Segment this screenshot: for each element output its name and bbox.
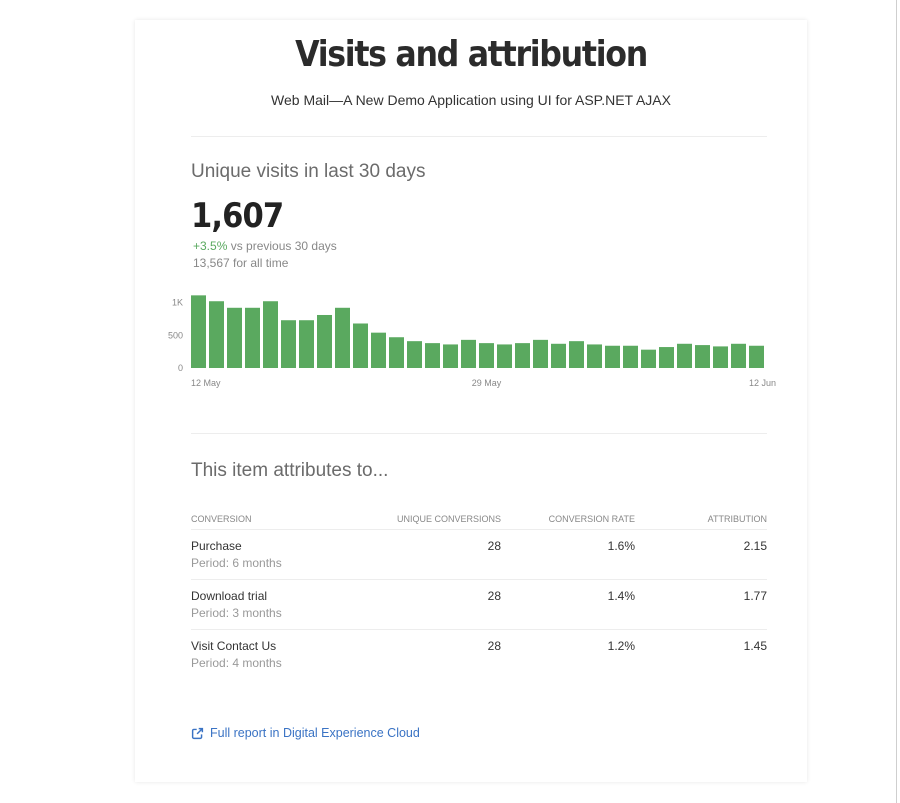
col-conversion-rate: Conversion rate <box>501 514 635 530</box>
chart-bar <box>479 343 494 368</box>
divider <box>191 136 767 137</box>
divider <box>191 433 767 434</box>
x-tick-label: 12 Jun <box>749 378 776 388</box>
chart-bar <box>191 295 206 368</box>
col-unique-conversions: Unique conversions <box>381 514 501 530</box>
y-tick-label: 500 <box>168 330 183 340</box>
y-tick-label: 0 <box>178 363 183 373</box>
full-report-link[interactable]: Full report in Digital Experience Cloud <box>191 726 420 740</box>
chart-bar <box>353 323 368 368</box>
table-row: Purchase Period: 6 months 28 1.6% 2.15 <box>191 529 767 580</box>
chart-bar <box>281 320 296 368</box>
chart-bar <box>317 314 332 368</box>
delta-value: +3.5% <box>193 239 228 253</box>
chart-bar <box>731 343 746 368</box>
conversion-cell: Purchase Period: 6 months <box>191 529 381 580</box>
x-tick-label: 12 May <box>191 378 221 388</box>
chart-bar <box>461 339 476 368</box>
visits-attribution-card: Visits and attribution Web Mail—A New De… <box>135 20 807 782</box>
chart-bar <box>227 307 242 368</box>
attribution-cell: 2.15 <box>635 529 767 580</box>
chart-bar <box>371 332 386 368</box>
chart-bar <box>587 344 602 368</box>
chart-bar <box>299 320 314 368</box>
unique-conversions-cell: 28 <box>381 529 501 580</box>
table-row: Visit Contact Us Period: 4 months 28 1.2… <box>191 630 767 680</box>
chart-bar <box>713 346 728 368</box>
window-edge <box>896 0 897 803</box>
external-link-icon <box>191 727 204 739</box>
unique-conversions-cell: 28 <box>381 579 501 630</box>
y-tick-label: 1K <box>172 298 183 308</box>
conversion-name: Purchase <box>191 539 242 553</box>
table-row: Download trial Period: 3 months 28 1.4% … <box>191 579 767 630</box>
delta-text: vs previous 30 days <box>227 239 337 253</box>
chart-bar <box>209 301 224 368</box>
visits-all-time: 13,567 for all time <box>193 256 289 270</box>
chart-bar <box>677 343 692 368</box>
visits-heading: Unique visits in last 30 days <box>191 161 426 182</box>
chart-bar <box>245 307 260 368</box>
conversion-rate-cell: 1.4% <box>501 579 635 630</box>
chart-bar <box>263 301 278 368</box>
page-subtitle: Web Mail—A New Demo Application using UI… <box>271 92 671 108</box>
attribution-cell: 1.77 <box>635 579 767 630</box>
conversion-period: Period: 3 months <box>191 606 282 620</box>
conversion-period: Period: 6 months <box>191 556 282 570</box>
conversion-name: Download trial <box>191 589 268 603</box>
conversion-rate-cell: 1.6% <box>501 529 635 580</box>
visits-bar-chart: 1K 500 0 12 May 29 May 12 Jun <box>168 295 776 388</box>
chart-bar <box>641 349 656 368</box>
chart-bar <box>569 341 584 368</box>
conversion-cell: Visit Contact Us Period: 4 months <box>191 630 381 680</box>
chart-bar <box>443 344 458 368</box>
chart-bar <box>497 344 512 368</box>
chart-bar <box>551 343 566 368</box>
col-attribution: Attribution <box>635 514 767 530</box>
visits-delta: +3.5% vs previous 30 days <box>193 239 337 253</box>
chart-bar <box>623 345 638 368</box>
conversion-name: Visit Contact Us <box>191 639 277 653</box>
attribution-cell: 1.45 <box>743 639 767 653</box>
attribution-heading: This item attributes to... <box>191 460 389 481</box>
conversion-rate-cell: 1.2% <box>607 639 635 653</box>
unique-conversions-cell: 28 <box>487 639 501 653</box>
chart-bar <box>605 345 620 368</box>
chart-bar <box>695 345 710 368</box>
chart-bar <box>515 343 530 368</box>
chart-bar <box>533 339 548 368</box>
visits-total: 1,607 <box>191 196 284 236</box>
chart-bar <box>659 347 674 368</box>
full-report-label: Full report in Digital Experience Cloud <box>210 726 420 740</box>
conversion-period: Period: 4 months <box>191 656 282 670</box>
table-header-row: Conversion Unique conversions Conversion… <box>191 514 767 530</box>
x-tick-label: 29 May <box>472 378 502 388</box>
page-title: Visits and attribution <box>295 34 648 75</box>
col-conversion: Conversion <box>191 514 381 530</box>
chart-bar <box>407 341 422 368</box>
chart-bar <box>425 343 440 368</box>
attribution-table: Conversion Unique conversions Conversion… <box>191 514 767 679</box>
chart-bar <box>389 337 404 368</box>
conversion-cell: Download trial Period: 3 months <box>191 579 381 630</box>
chart-bar <box>749 345 764 368</box>
chart-bar <box>335 307 350 368</box>
